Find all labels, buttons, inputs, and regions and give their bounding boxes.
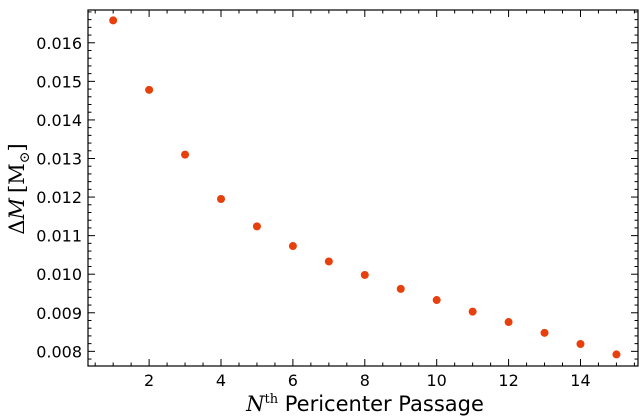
data-point bbox=[540, 328, 549, 337]
tick-marks bbox=[88, 10, 638, 366]
data-point bbox=[360, 270, 369, 279]
x-axis-label: Nth Pericenter Passage bbox=[245, 392, 484, 416]
data-point bbox=[181, 150, 190, 159]
data-point bbox=[252, 222, 261, 231]
y-tick-label: 0.008 bbox=[36, 342, 82, 361]
x-tick-label: 8 bbox=[360, 371, 370, 390]
plot-frame bbox=[87, 9, 639, 367]
y-tick-label: 0.013 bbox=[36, 149, 82, 168]
data-point bbox=[145, 85, 154, 94]
y-tick-label: 0.014 bbox=[36, 111, 82, 130]
y-tick-label: 0.011 bbox=[36, 227, 82, 246]
y-tick-label: 0.016 bbox=[36, 34, 82, 53]
x-tick-label: 12 bbox=[498, 371, 518, 390]
data-point bbox=[109, 16, 118, 25]
data-point bbox=[217, 194, 226, 203]
y-tick-label: 0.009 bbox=[36, 304, 82, 323]
y-axis-label: ΔM[M⊙] bbox=[5, 143, 33, 234]
data-point bbox=[504, 318, 513, 327]
x-tick-label: 14 bbox=[570, 371, 590, 390]
x-tick-label: 6 bbox=[288, 371, 298, 390]
y-tick-label: 0.012 bbox=[36, 188, 82, 207]
y-tick-label: 0.015 bbox=[36, 72, 82, 91]
x-axis-label-text: Pericenter Passage bbox=[278, 392, 484, 416]
x-tick-label: 2 bbox=[144, 371, 154, 390]
tick-labels: 2 4 6 8 10 12 14 0.008 0.009 0.010 0.011 0.012 0.013… bbox=[36, 34, 590, 390]
x-tick-label: 10 bbox=[427, 371, 447, 390]
data-point bbox=[432, 296, 441, 305]
data-point bbox=[288, 242, 297, 251]
data-point bbox=[324, 257, 333, 266]
data-point bbox=[468, 307, 477, 316]
data-point bbox=[396, 284, 405, 293]
y-tick-label: 0.010 bbox=[36, 265, 82, 284]
data-points bbox=[109, 16, 621, 359]
x-tick-label: 4 bbox=[216, 371, 226, 390]
data-point bbox=[612, 350, 621, 359]
data-point bbox=[576, 340, 585, 349]
